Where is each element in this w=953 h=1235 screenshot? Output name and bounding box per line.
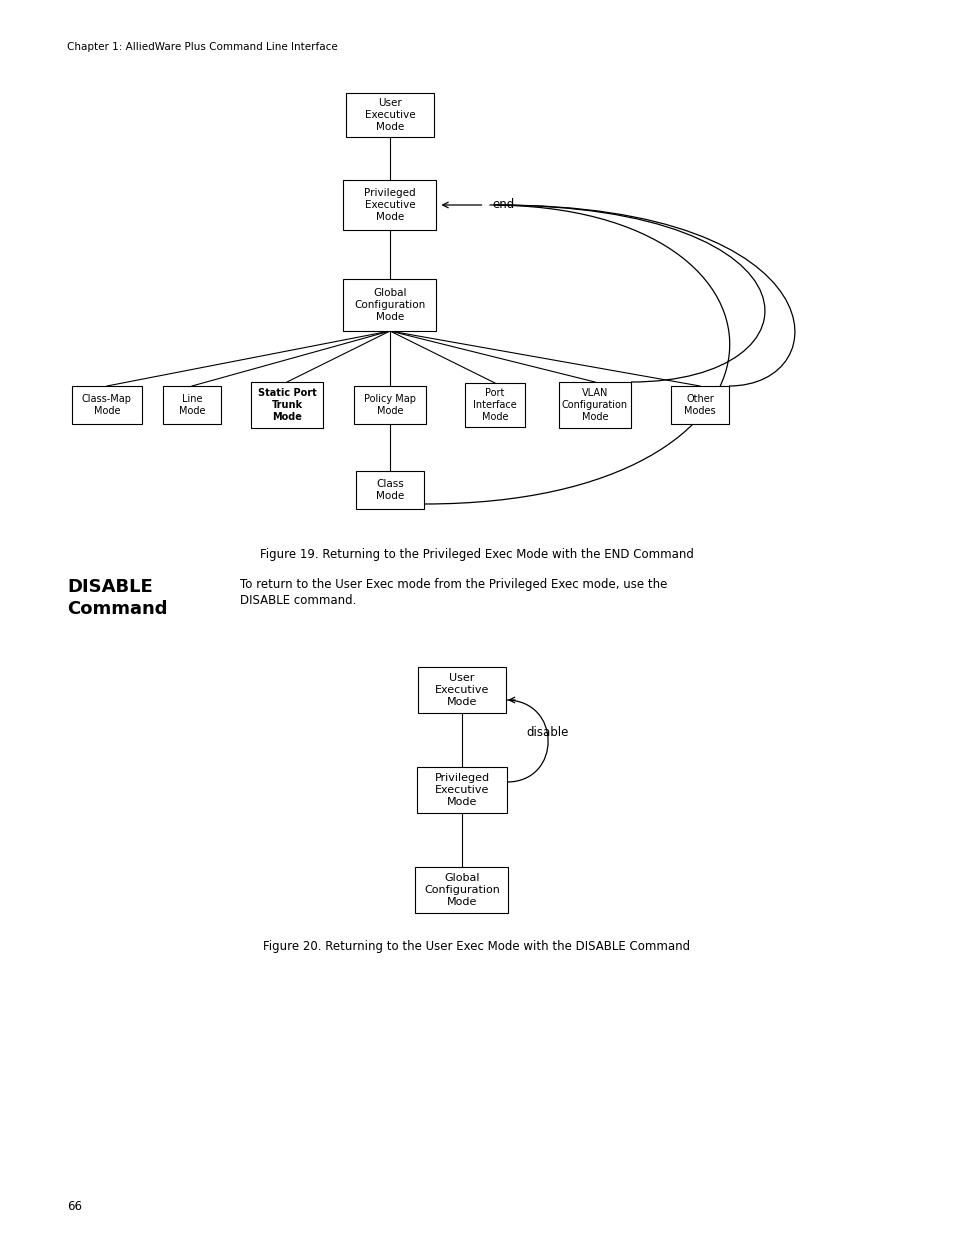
FancyBboxPatch shape xyxy=(417,667,505,713)
Text: To return to the User Exec mode from the Privileged Exec mode, use the: To return to the User Exec mode from the… xyxy=(240,578,667,592)
FancyBboxPatch shape xyxy=(71,387,142,424)
Text: VLAN
Configuration
Mode: VLAN Configuration Mode xyxy=(561,388,627,422)
Text: Global
Configuration
Mode: Global Configuration Mode xyxy=(424,873,499,908)
Text: Other
Modes: Other Modes xyxy=(683,394,715,416)
FancyBboxPatch shape xyxy=(416,767,506,813)
Text: Class
Mode: Class Mode xyxy=(375,479,404,501)
Text: Chapter 1: AlliedWare Plus Command Line Interface: Chapter 1: AlliedWare Plus Command Line … xyxy=(67,42,337,52)
Text: Figure 20. Returning to the User Exec Mode with the DISABLE Command: Figure 20. Returning to the User Exec Mo… xyxy=(263,940,690,953)
Text: disable: disable xyxy=(525,725,568,739)
FancyBboxPatch shape xyxy=(670,387,728,424)
Text: Command: Command xyxy=(67,600,168,618)
Text: 66: 66 xyxy=(67,1200,82,1213)
FancyBboxPatch shape xyxy=(343,180,436,230)
Text: Global
Configuration
Mode: Global Configuration Mode xyxy=(354,288,425,322)
FancyBboxPatch shape xyxy=(354,387,426,424)
Text: Static Port
Trunk
Mode: Static Port Trunk Mode xyxy=(257,388,316,422)
FancyBboxPatch shape xyxy=(355,471,423,509)
FancyBboxPatch shape xyxy=(346,93,434,137)
Text: Policy Map
Mode: Policy Map Mode xyxy=(364,394,416,416)
Text: DISABLE command.: DISABLE command. xyxy=(240,594,356,606)
FancyBboxPatch shape xyxy=(416,867,508,913)
Text: Privileged
Executive
Mode: Privileged Executive Mode xyxy=(364,188,416,222)
FancyBboxPatch shape xyxy=(163,387,221,424)
Text: User
Executive
Mode: User Executive Mode xyxy=(435,673,489,708)
Text: Privileged
Executive
Mode: Privileged Executive Mode xyxy=(434,773,489,808)
Text: Class-Map
Mode: Class-Map Mode xyxy=(82,394,132,416)
FancyBboxPatch shape xyxy=(343,279,436,331)
FancyBboxPatch shape xyxy=(251,382,323,429)
Text: Line
Mode: Line Mode xyxy=(178,394,205,416)
FancyBboxPatch shape xyxy=(464,383,524,427)
Text: Port
Interface
Mode: Port Interface Mode xyxy=(473,388,517,422)
Text: DISABLE: DISABLE xyxy=(67,578,152,597)
Text: Figure 19. Returning to the Privileged Exec Mode with the END Command: Figure 19. Returning to the Privileged E… xyxy=(260,548,693,561)
FancyBboxPatch shape xyxy=(558,382,630,429)
Text: end: end xyxy=(492,199,515,211)
Text: User
Executive
Mode: User Executive Mode xyxy=(364,98,415,132)
